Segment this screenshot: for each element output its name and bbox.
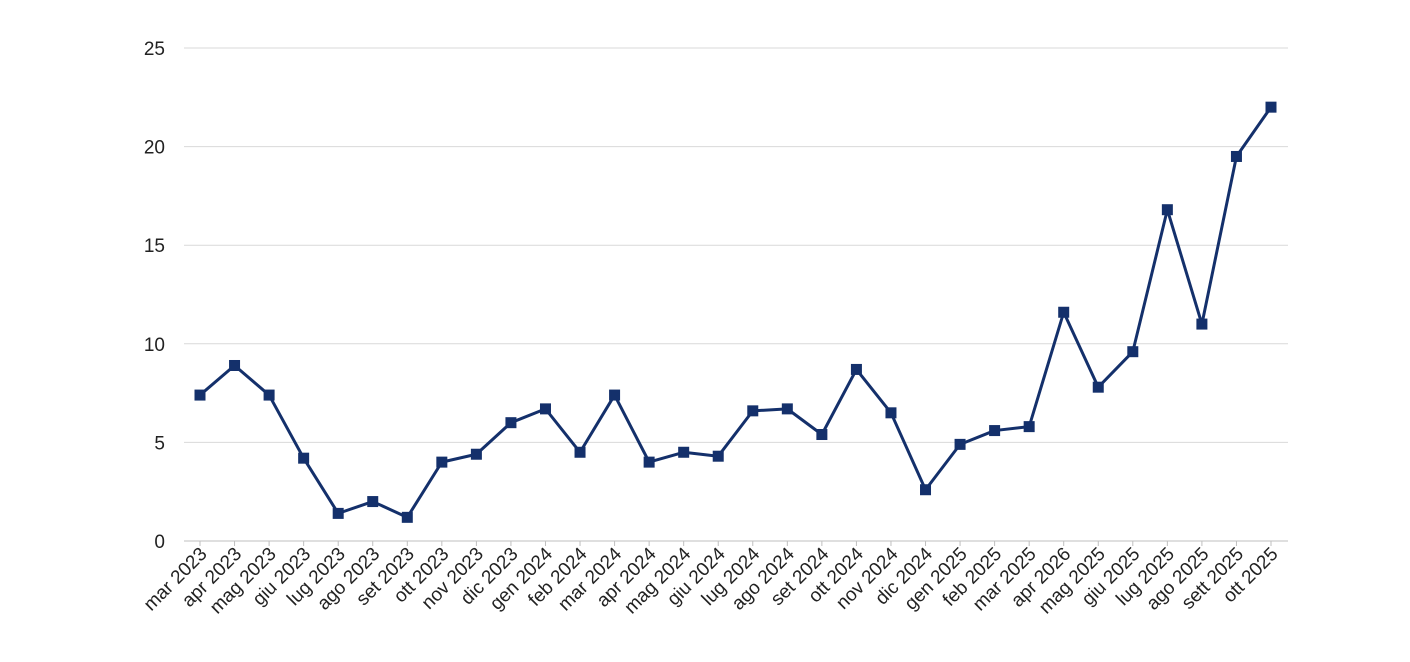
- y-tick-label: 0: [154, 532, 165, 553]
- grid-layer: [184, 47, 1288, 443]
- data-point: [1023, 421, 1035, 433]
- data-point: [367, 496, 379, 508]
- y-tick-label: 10: [144, 335, 165, 356]
- data-point: [401, 511, 413, 523]
- data-point: [989, 425, 1001, 437]
- data-point: [194, 389, 206, 401]
- data-point: [920, 484, 932, 496]
- data-point: [505, 417, 517, 429]
- data-point: [678, 446, 690, 458]
- data-point: [436, 456, 448, 468]
- data-point: [470, 448, 482, 460]
- data-point: [539, 403, 551, 415]
- data-point: [1058, 306, 1070, 318]
- data-point: [574, 446, 586, 458]
- axis-layer: [184, 540, 1288, 546]
- data-point: [712, 450, 724, 462]
- data-point: [747, 405, 759, 417]
- y-tick-label: 25: [144, 39, 165, 60]
- data-point: [332, 507, 344, 519]
- data-point: [1230, 150, 1242, 162]
- data-point: [954, 438, 966, 450]
- series-layer: [194, 101, 1277, 523]
- series-line: [199, 106, 1273, 519]
- data-point: [1127, 346, 1139, 358]
- data-point: [643, 456, 655, 468]
- data-point: [885, 407, 897, 419]
- y-tick-labels: 0 5 10 15 20 25: [144, 39, 165, 553]
- data-point: [1092, 381, 1104, 393]
- y-tick-label: 5: [154, 433, 165, 454]
- y-tick-label: 20: [144, 138, 165, 159]
- data-point: [609, 389, 621, 401]
- data-point: [263, 389, 275, 401]
- y-tick-label: 15: [144, 236, 165, 257]
- data-point: [816, 429, 828, 441]
- data-point: [298, 452, 310, 464]
- data-point: [781, 403, 793, 415]
- data-point: [1161, 204, 1173, 216]
- data-point: [1196, 318, 1208, 330]
- data-point: [1265, 101, 1277, 113]
- data-point: [850, 363, 862, 375]
- data-point: [229, 359, 241, 371]
